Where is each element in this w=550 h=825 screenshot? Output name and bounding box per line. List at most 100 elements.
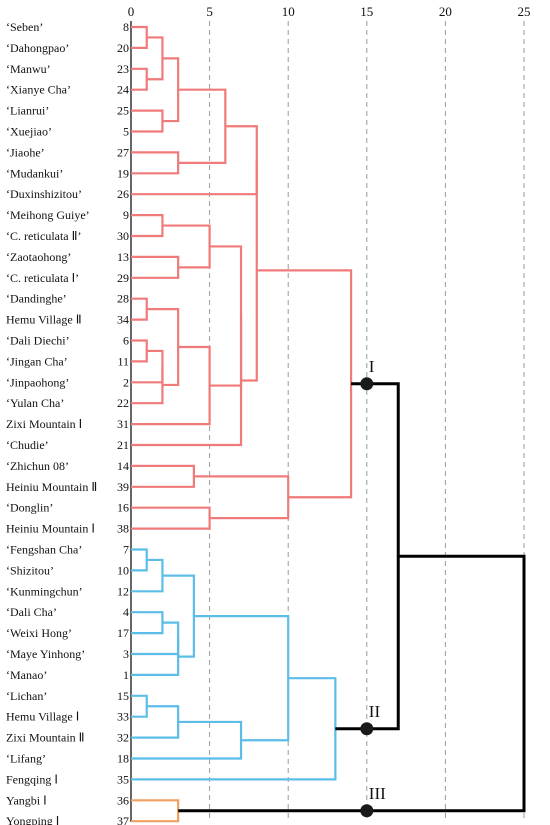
leaf-number: 16 <box>117 501 129 515</box>
cluster-label: I <box>369 357 375 376</box>
leaf-label: Heiniu Mountain Ⅱ <box>6 480 97 494</box>
cluster-node-dot <box>360 804 374 818</box>
leaf-labels: ‘Seben’ 8‘Dahongpao’ 20‘Manwu’ 23‘Xianye Ch… <box>6 20 129 825</box>
x-axis-ticks: 0 5 10 15 20 25 <box>128 4 531 19</box>
leaf-number: 20 <box>117 41 129 55</box>
leaf-label: ‘Weixi Hong’ <box>6 626 72 640</box>
merge-link <box>241 160 258 382</box>
leaf-label: ‘Yulan Cha’ <box>6 396 64 410</box>
leaf-label: ‘Zhichun 08’ <box>6 459 69 473</box>
leaf-label: ‘Maye Yinhong’ <box>6 647 85 661</box>
leaf-label: Heiniu Mountain Ⅰ <box>6 522 95 536</box>
leaf-label: ‘Dali Cha’ <box>6 605 57 619</box>
leaf-number: 7 <box>123 543 129 557</box>
cluster-node-dot <box>360 722 374 736</box>
leaf-label: ‘Jingan Cha’ <box>6 354 68 368</box>
merge-link <box>162 224 211 269</box>
leaf-number: 3 <box>123 647 129 661</box>
merge-link <box>131 151 180 175</box>
leaf-number: 32 <box>117 731 129 745</box>
leaf-label: Hemu Village Ⅱ <box>6 313 82 327</box>
dendrogram-links <box>131 25 526 823</box>
leaf-label: ‘Fengshan Cha’ <box>6 543 82 557</box>
leaf-number: 8 <box>123 20 129 34</box>
merge-link <box>131 638 180 677</box>
leaf-label: ‘Jiaohe’ <box>6 145 45 159</box>
leaf-label: ‘Kunmingchun’ <box>6 584 83 598</box>
x-tick-label: 10 <box>282 4 295 19</box>
leaf-label: Yongping Ⅰ <box>6 814 59 825</box>
cluster-node-dot <box>360 377 374 391</box>
leaf-number: 31 <box>117 417 129 431</box>
leaf-number: 13 <box>117 250 129 264</box>
leaf-label: Zixi Mountain Ⅰ <box>6 417 82 431</box>
merge-link <box>131 366 164 405</box>
leaf-label: ‘Manao’ <box>6 668 47 682</box>
leaf-label: ‘Lianrui’ <box>6 104 49 118</box>
leaf-label: ‘Shizitou’ <box>6 563 54 577</box>
merge-link <box>131 621 180 656</box>
leaf-label: ‘Zaotaohong’ <box>6 250 71 264</box>
leaf-number: 29 <box>117 271 129 285</box>
leaf-label: ‘Dandinghe’ <box>6 292 67 306</box>
merge-link <box>131 297 148 321</box>
leaf-number: 24 <box>117 83 129 97</box>
leaf-number: 37 <box>117 814 129 825</box>
merge-link <box>131 109 164 133</box>
leaf-number: 17 <box>117 626 129 640</box>
leaf-label: Yangbi Ⅰ <box>6 793 47 807</box>
leaf-label: ‘Meihong Guiye’ <box>6 208 90 222</box>
grid-lines <box>130 21 525 822</box>
leaf-label: ‘Chudie’ <box>6 438 49 452</box>
leaf-number: 26 <box>117 187 129 201</box>
leaf-number: 9 <box>123 208 129 222</box>
leaf-number: 23 <box>117 62 129 76</box>
leaf-label: Fengqing Ⅰ <box>6 772 58 786</box>
merge-link <box>131 316 243 447</box>
leaf-number: 12 <box>117 584 129 598</box>
merge-link <box>131 25 148 50</box>
leaf-number: 18 <box>117 752 129 766</box>
merge-link <box>131 464 195 488</box>
merge-link <box>131 506 211 530</box>
leaf-label: ‘Jinpaohong’ <box>6 375 69 389</box>
leaf-label: ‘Lichan’ <box>6 689 47 703</box>
merge-link <box>131 720 243 760</box>
leaf-number: 14 <box>117 459 129 473</box>
merge-link <box>131 255 180 279</box>
merge-link <box>131 125 258 196</box>
leaf-number: 39 <box>117 480 129 494</box>
leaf-label: Zixi Mountain Ⅱ <box>6 731 85 745</box>
leaf-number: 2 <box>123 375 129 389</box>
leaf-number: 10 <box>117 563 129 577</box>
x-tick-label: 20 <box>439 4 452 19</box>
leaf-label: ‘Xuejiao’ <box>6 125 52 139</box>
leaf-number: 5 <box>123 125 129 139</box>
x-tick-label: 15 <box>360 4 373 19</box>
leaf-number: 28 <box>117 292 129 306</box>
x-tick-label: 5 <box>206 4 213 19</box>
leaf-label: ‘Seben’ <box>6 20 43 34</box>
merge-link <box>209 245 243 387</box>
leaf-number: 34 <box>117 313 129 327</box>
leaf-number: 1 <box>123 668 129 682</box>
merge-link <box>256 269 353 499</box>
leaf-number: 4 <box>123 605 129 619</box>
leaf-number: 15 <box>117 689 129 703</box>
merge-link <box>162 57 180 123</box>
merge-link <box>178 554 526 813</box>
leaf-number: 11 <box>117 354 129 368</box>
merge-link <box>131 705 180 739</box>
leaf-label: ‘Xianye Cha’ <box>6 83 71 97</box>
cluster-label: III <box>369 784 386 803</box>
leaf-number: 19 <box>117 166 129 180</box>
merge-link <box>131 339 148 363</box>
leaf-label: ‘C. reticulata Ⅱ’ <box>6 229 82 243</box>
cluster-label: II <box>369 702 381 721</box>
leaf-number: 25 <box>117 104 129 118</box>
merge-link <box>193 475 290 520</box>
leaf-label: ‘Dali Diechi’ <box>6 334 70 348</box>
leaf-label: ‘Dahongpao’ <box>6 41 69 55</box>
leaf-number: 35 <box>117 772 129 786</box>
